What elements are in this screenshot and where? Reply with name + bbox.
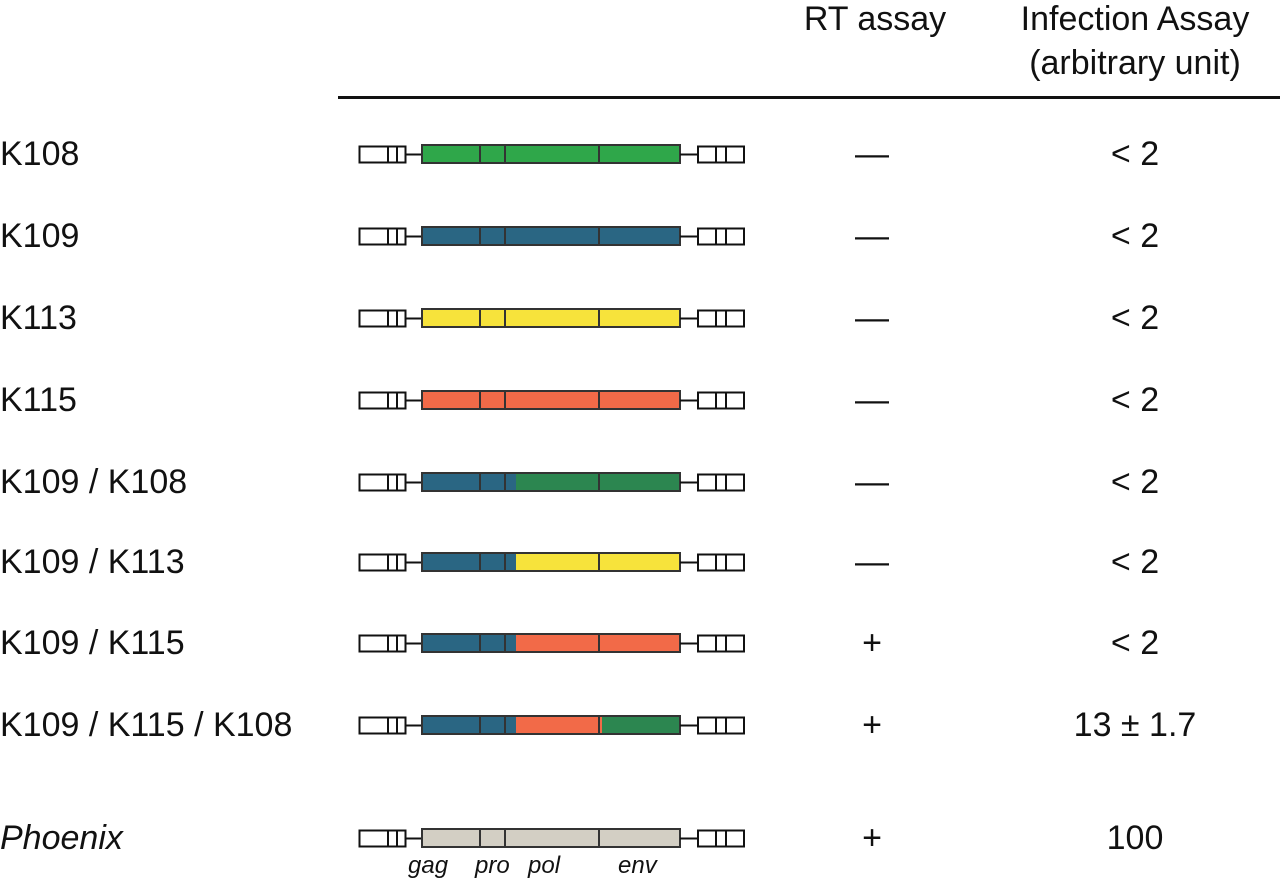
infection-assay-result: < 2 <box>1110 135 1160 173</box>
gene-segment <box>551 145 680 163</box>
construct-name: Phoenix <box>0 819 123 857</box>
construct-name: K115 <box>0 381 77 419</box>
construct-name: K109 / K113 <box>0 543 185 581</box>
infection-assay-header: Infection Assay <box>1020 0 1250 38</box>
construct-name: K109 / K108 <box>0 463 188 501</box>
ltr-left <box>358 634 407 653</box>
infection-assay-result: 100 <box>1106 819 1164 857</box>
gene-segment <box>422 309 551 327</box>
construct-row: K109 — < 2 <box>0 206 1280 266</box>
infection-assay-result: < 2 <box>1110 463 1160 501</box>
ltr-right <box>697 473 745 492</box>
construct-diagram <box>358 144 745 164</box>
rt-assay-result: — <box>855 543 889 581</box>
ltr-right <box>697 309 745 328</box>
gene-segment <box>422 145 551 163</box>
construct-row: K109 / K113 — < 2 <box>0 532 1280 592</box>
construct-name: K108 <box>0 135 80 173</box>
construct-name: K109 <box>0 217 80 255</box>
gene-label-env: env <box>618 852 657 879</box>
rt-assay-result: + <box>862 819 882 857</box>
construct-diagram <box>358 226 745 246</box>
rt-assay-result: — <box>855 217 889 255</box>
infection-assay-result: < 2 <box>1110 217 1160 255</box>
infection-assay-result: 13 ± 1.7 <box>1073 706 1197 744</box>
rt-assay-result: — <box>855 463 889 501</box>
gene-segment <box>422 391 551 409</box>
infection-assay-result: < 2 <box>1110 543 1160 581</box>
gene-label-pro: pro <box>475 852 510 879</box>
ltr-left <box>358 309 407 328</box>
infection-assay-result: < 2 <box>1110 381 1160 419</box>
ltr-right <box>697 716 745 735</box>
gene-segment <box>422 716 516 734</box>
infection-assay-result: < 2 <box>1110 624 1160 662</box>
rt-assay-header: RT assay <box>803 0 947 38</box>
construct-diagram <box>358 828 745 848</box>
construct-diagram <box>358 552 745 572</box>
ltr-left <box>358 391 407 410</box>
construct-row: K115 — < 2 <box>0 370 1280 430</box>
gene-segment <box>422 227 551 245</box>
ltr-right <box>697 553 745 572</box>
ltr-left <box>358 553 407 572</box>
ltr-right <box>697 227 745 246</box>
construct-name: K109 / K115 <box>0 624 185 662</box>
construct-row: Phoenix +100 <box>0 808 1280 868</box>
construct-row: K109 / K115 / K108 +13 ± 1.7 <box>0 695 1280 755</box>
ltr-right <box>697 145 745 164</box>
gene-segment <box>422 634 516 652</box>
infection-assay-unit-header: (arbitrary unit) <box>1029 44 1241 82</box>
rt-assay-result: — <box>855 135 889 173</box>
gene-segment <box>422 553 516 571</box>
gene-segment <box>551 309 680 327</box>
gene-segment <box>422 829 551 847</box>
construct-diagram <box>358 390 745 410</box>
construct-row: K113 — < 2 <box>0 288 1280 348</box>
construct-diagram <box>358 308 745 328</box>
rt-assay-result: + <box>862 624 882 662</box>
gene-label-gag: gag <box>408 852 449 879</box>
construct-row: K108 — < 2 <box>0 124 1280 184</box>
gene-segment <box>551 391 680 409</box>
ltr-right <box>697 391 745 410</box>
ltr-right <box>697 634 745 653</box>
construct-row: K109 / K115 + < 2 <box>0 613 1280 673</box>
gene-label-pol: pol <box>528 852 561 879</box>
gene-segment <box>422 473 516 491</box>
infection-assay-result: < 2 <box>1110 299 1160 337</box>
construct-diagram <box>358 715 745 735</box>
ltr-left <box>358 716 407 735</box>
ltr-left <box>358 227 407 246</box>
ltr-right <box>697 829 745 848</box>
gene-labels: gag pro pol env <box>0 852 1280 882</box>
ltr-left <box>358 473 407 492</box>
ltr-left <box>358 145 407 164</box>
rt-assay-result: — <box>855 381 889 419</box>
gene-segment <box>516 716 602 734</box>
construct-diagram <box>358 633 745 653</box>
gene-segment <box>551 227 680 245</box>
gene-segment <box>551 829 680 847</box>
gene-segment <box>602 716 680 734</box>
ltr-left <box>358 829 407 848</box>
rt-assay-result: + <box>862 706 882 744</box>
construct-row: K109 / K108 — < 2 <box>0 452 1280 512</box>
construct-diagram <box>358 472 745 492</box>
header-rule <box>338 96 1280 99</box>
construct-name: K109 / K115 / K108 <box>0 706 293 744</box>
construct-name: K113 <box>0 299 77 337</box>
rt-assay-result: — <box>855 299 889 337</box>
